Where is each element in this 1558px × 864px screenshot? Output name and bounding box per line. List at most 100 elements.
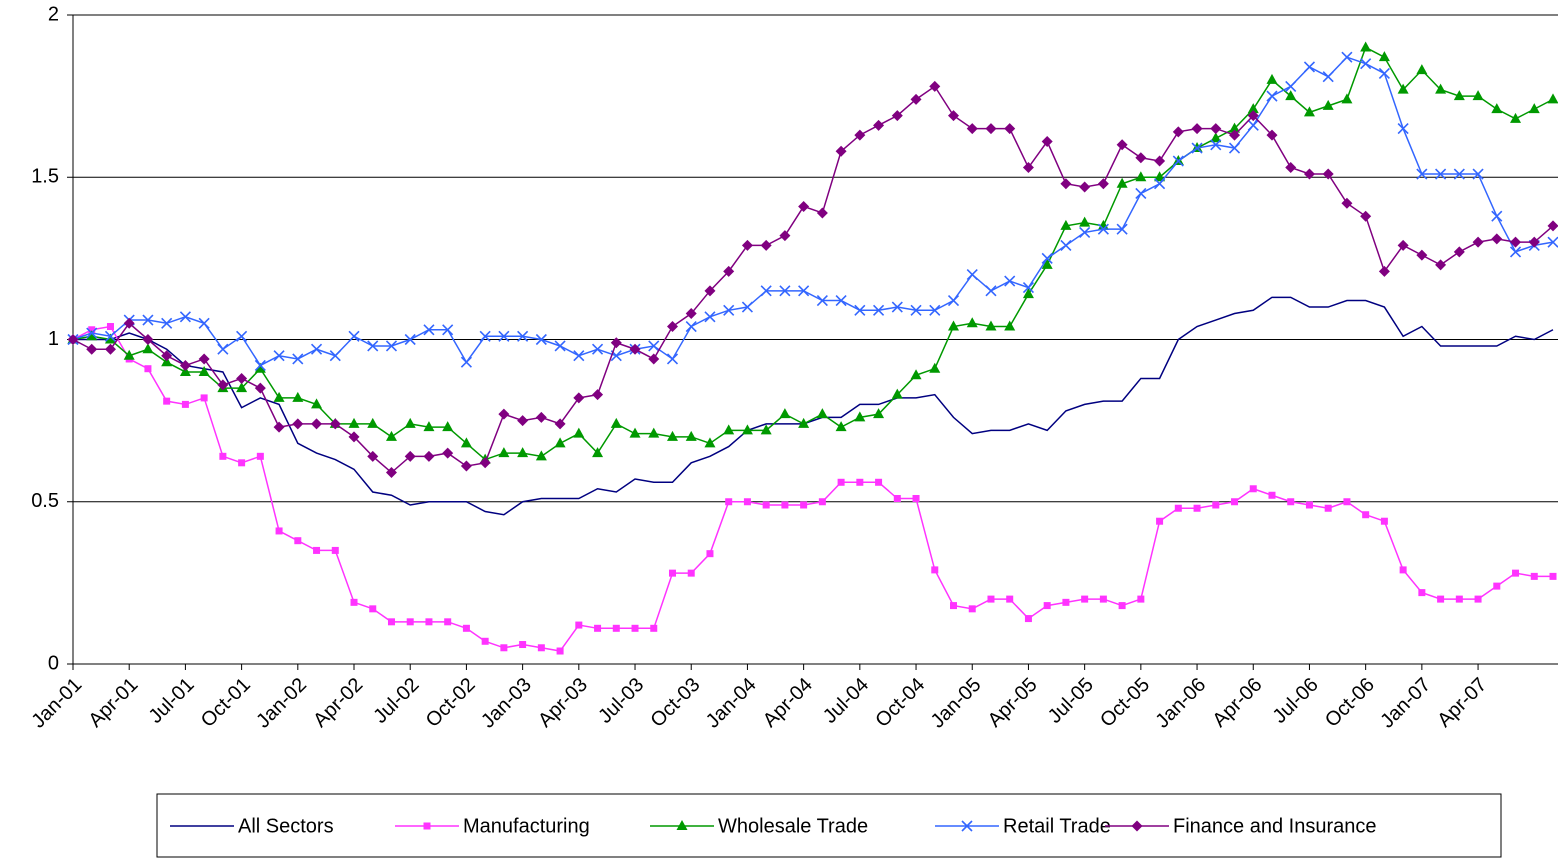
- marker: [236, 372, 248, 384]
- marker: [254, 359, 266, 372]
- marker: [1285, 90, 1297, 101]
- marker: [1528, 236, 1540, 248]
- marker: [181, 400, 189, 408]
- marker: [762, 501, 770, 509]
- marker: [161, 317, 173, 329]
- marker: [310, 343, 323, 355]
- marker: [1212, 501, 1220, 509]
- marker: [931, 566, 939, 574]
- marker: [685, 430, 697, 441]
- marker: [404, 450, 416, 462]
- marker: [236, 382, 248, 393]
- x-tick-label: Jul-06: [1269, 674, 1323, 728]
- marker: [1491, 210, 1503, 222]
- marker: [142, 334, 154, 345]
- marker: [217, 379, 229, 391]
- marker: [948, 110, 960, 122]
- marker: [1474, 595, 1482, 603]
- marker: [668, 569, 676, 577]
- marker: [648, 340, 660, 352]
- marker: [294, 537, 302, 545]
- marker: [1041, 252, 1053, 264]
- y-tick-label: 0: [48, 652, 59, 674]
- marker: [798, 417, 810, 428]
- marker: [816, 294, 828, 307]
- marker: [1024, 615, 1032, 623]
- marker: [1341, 51, 1353, 63]
- marker: [985, 320, 997, 331]
- marker: [1154, 171, 1166, 182]
- marker: [985, 285, 997, 297]
- marker: [1435, 168, 1447, 180]
- marker: [1043, 602, 1051, 610]
- marker: [741, 424, 753, 435]
- marker: [1287, 498, 1295, 506]
- marker: [86, 330, 98, 341]
- marker: [1510, 112, 1522, 123]
- marker: [1210, 123, 1222, 135]
- x-tick-label: Apr-06: [1209, 674, 1267, 732]
- x-tick-label: Oct-03: [646, 674, 704, 732]
- marker: [1229, 122, 1241, 133]
- marker: [1116, 177, 1128, 188]
- marker: [891, 301, 903, 313]
- marker: [573, 392, 585, 404]
- marker: [1266, 90, 1278, 102]
- marker: [369, 605, 377, 613]
- marker: [1060, 178, 1072, 190]
- marker: [1004, 123, 1016, 135]
- y-tick-label: 2: [48, 3, 59, 25]
- marker: [779, 285, 791, 297]
- marker: [910, 93, 922, 105]
- marker: [1210, 132, 1222, 143]
- x-tick-label: Jan-03: [477, 674, 536, 733]
- marker: [706, 550, 714, 558]
- marker: [798, 285, 810, 297]
- marker: [535, 411, 547, 423]
- marker: [500, 644, 508, 652]
- marker: [254, 382, 266, 394]
- marker: [106, 323, 114, 331]
- marker: [1360, 41, 1372, 52]
- x-tick-label: Apr-01: [84, 674, 142, 732]
- marker: [816, 408, 828, 419]
- marker: [1193, 504, 1201, 512]
- x-tick-label: Jan-02: [252, 674, 311, 733]
- marker: [104, 343, 116, 355]
- marker: [1079, 226, 1091, 238]
- marker: [1172, 155, 1184, 167]
- marker: [1229, 129, 1241, 141]
- y-tick-label: 1: [48, 328, 59, 350]
- marker: [1378, 265, 1390, 277]
- marker: [760, 239, 772, 251]
- marker: [1022, 288, 1034, 299]
- marker: [948, 320, 960, 331]
- marker: [1004, 320, 1016, 331]
- legend-label: Wholesale Trade: [718, 815, 868, 837]
- marker: [610, 337, 622, 349]
- marker: [1528, 103, 1540, 114]
- marker: [835, 294, 847, 307]
- marker: [592, 389, 604, 401]
- series-line: [72, 85, 1554, 474]
- marker: [725, 498, 733, 506]
- marker: [404, 417, 416, 428]
- marker: [86, 327, 98, 339]
- x-tick-label: Oct-02: [422, 674, 480, 732]
- marker: [741, 239, 753, 251]
- marker: [460, 356, 472, 368]
- marker: [1491, 103, 1503, 114]
- marker: [444, 618, 452, 626]
- marker: [893, 495, 901, 503]
- marker: [1266, 129, 1278, 141]
- marker: [67, 334, 79, 345]
- x-tick-label: Oct-01: [197, 674, 255, 732]
- marker: [163, 397, 171, 405]
- marker: [798, 200, 810, 212]
- marker: [292, 353, 304, 365]
- marker: [460, 437, 472, 448]
- marker: [1305, 501, 1313, 509]
- x-tick-label: Jan-01: [27, 674, 86, 733]
- marker: [460, 460, 472, 472]
- marker: [1472, 90, 1484, 101]
